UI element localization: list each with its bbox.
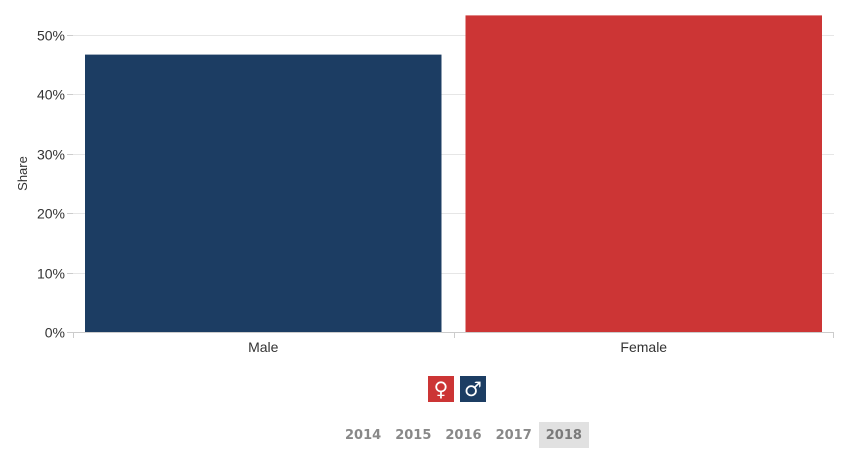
year-button-2015[interactable]: 2015 [395,427,432,443]
bar-male[interactable] [85,54,442,333]
y-axis-ticks: 0% 10% 20% 30% 40% 50% [37,28,73,341]
year-button-2018[interactable]: 2018 [538,422,589,448]
male-icon[interactable]: ♂ [460,376,486,402]
x-axis-ticks: Male Female [73,332,834,355]
bars [85,15,823,333]
year-button-2017[interactable]: 2017 [495,427,532,443]
y-tick-label: 50% [37,28,65,44]
x-tick-label-female: Female [620,339,667,355]
x-tick-label-male: Male [248,339,279,355]
y-tick-label: 40% [37,87,65,103]
y-tick-label: 0% [45,325,65,341]
year-button-2014[interactable]: 2014 [345,427,382,443]
female-icon[interactable]: ♀ [428,376,454,402]
y-axis-title: Share [15,156,30,191]
gender-filter: ♀ ♂ [428,376,486,402]
year-button-2016[interactable]: 2016 [445,427,482,443]
y-tick-label: 20% [37,206,65,222]
bar-chart: 0% 10% 20% 30% 40% 50% Male Female Share [15,15,834,355]
bar-female[interactable] [465,15,823,332]
y-tick-label: 10% [37,266,65,282]
year-selector: 2014 2015 2016 2017 2018 [338,422,589,448]
y-tick-label: 30% [37,147,65,163]
